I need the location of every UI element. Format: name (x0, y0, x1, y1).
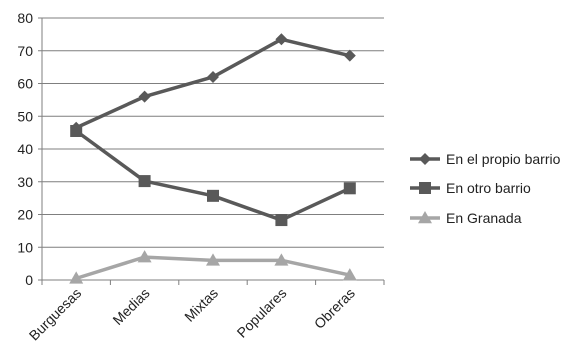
legend-marker-1 (419, 153, 431, 165)
series-layer (69, 33, 357, 284)
label-layer: 0 10 20 30 40 50 60 70 80 Burguesas Medias Mixtas Po… (17, 10, 357, 343)
series-2-point-medias (138, 175, 151, 188)
legend-label-2: En otro barrio (446, 180, 531, 196)
series-2-point-obreras (343, 182, 356, 195)
y-tick-label: 20 (17, 207, 33, 223)
y-tick-label: 10 (17, 239, 33, 255)
series-1-point-mixtas (207, 70, 219, 83)
series-3-point-obreras (342, 268, 357, 281)
grid-layer (42, 17, 384, 281)
legend: En el propio barrio En otro barrio En Gran… (410, 151, 561, 226)
series-1-point-obreras (343, 49, 356, 62)
series-2-point-burguesas (70, 124, 83, 137)
series-3-point-populares (274, 253, 289, 266)
axis-layer (38, 17, 385, 285)
x-tick-label-burguesas: Burguesas (26, 285, 85, 344)
y-tick-label: 40 (17, 141, 33, 157)
legend-marker-3 (418, 211, 432, 224)
legend-marker-2 (419, 182, 431, 194)
series-2-point-populares (275, 214, 288, 227)
x-tick-label-populares: Populares (234, 285, 290, 341)
series-3-point-burguesas (69, 271, 84, 284)
x-tick-label-mixtas: Mixtas (181, 285, 221, 325)
legend-label-3: En Granada (446, 210, 522, 226)
y-tick-label: 30 (17, 174, 33, 190)
series-line-2 (75, 129, 351, 222)
y-tick-label: 0 (25, 272, 33, 288)
y-tick-label: 70 (17, 43, 33, 59)
x-tick-label-obreras: Obreras (311, 285, 358, 332)
y-tick-label: 60 (17, 76, 33, 92)
series-2-point-mixtas (207, 189, 219, 202)
legend-label-1: En el propio barrio (446, 151, 561, 167)
y-tick-label: 80 (17, 10, 33, 26)
series-1-point-populares (275, 33, 288, 46)
series-3-point-medias (137, 250, 152, 263)
y-tick-label: 50 (17, 108, 33, 124)
x-tick-label-medias: Medias (109, 285, 152, 328)
series-1-point-medias (138, 90, 151, 103)
series-3-point-mixtas (206, 253, 220, 266)
